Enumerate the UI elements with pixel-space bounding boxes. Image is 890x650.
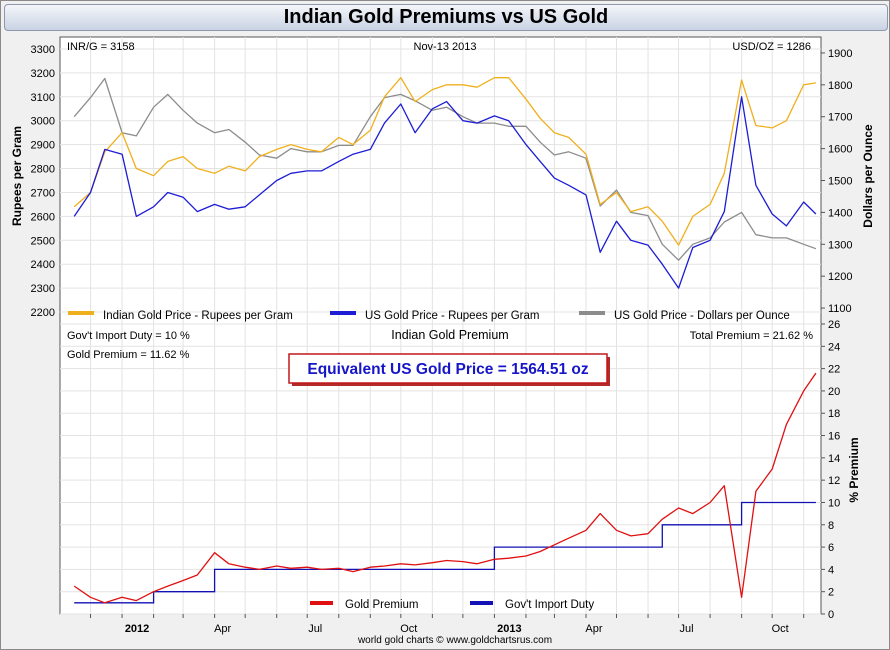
right-tick-label: 1900	[828, 48, 852, 60]
legend-swatch-indian	[68, 311, 94, 315]
legend-label-us-dollar: US Gold Price - Dollars per Ounce	[614, 310, 790, 322]
premium-tick-label: 6	[828, 542, 834, 554]
inr-readout: INR/G = 3158	[67, 41, 135, 53]
legend-label-premium: Gold Premium	[345, 599, 419, 611]
premium-tick-label: 26	[828, 319, 840, 331]
gold-premium-readout: Gold Premium = 11.62 %	[67, 349, 190, 361]
right-tick-label: 1800	[828, 80, 852, 92]
premium-lines	[73, 372, 817, 604]
series-line-us-rupee	[73, 96, 817, 289]
x-tick-label: Apr	[585, 623, 602, 635]
x-tick-label: Jul	[680, 623, 694, 635]
premium-tick-label: 14	[828, 453, 840, 465]
premium-tick-label: 16	[828, 431, 840, 443]
date-readout: Nov-13 2013	[414, 41, 477, 53]
left-tick-label: 2300	[31, 283, 55, 295]
page-title: Indian Gold Premiums vs US Gold	[4, 4, 888, 31]
series-line-gold-premium	[73, 372, 817, 604]
price-legend: Indian Gold Price - Rupees per Gram US G…	[68, 310, 790, 322]
series-line-indian	[73, 77, 817, 246]
x-tick-label: Apr	[214, 623, 231, 635]
premium-panel-title: Indian Gold Premium	[391, 328, 508, 342]
premium-tick-label: 2	[828, 587, 834, 599]
left-tick-label: 2500	[31, 235, 55, 247]
premium-tick-label: 18	[828, 408, 840, 420]
premium-axis-label: % Premium	[847, 437, 861, 502]
x-tick-label: Oct	[772, 623, 789, 635]
total-premium-readout: Total Premium = 21.62 %	[690, 330, 813, 342]
left-tick-label: 3100	[31, 92, 55, 104]
callout-text: Equivalent US Gold Price = 1564.51 oz	[307, 361, 589, 378]
callout-box	[288, 353, 608, 384]
left-axis-label: Rupees per Gram	[10, 126, 24, 226]
legend-swatch-us-rupee	[330, 311, 356, 315]
left-tick-label: 2800	[31, 164, 55, 176]
right-tick-label: 1100	[828, 303, 852, 315]
usd-readout: USD/OZ = 1286	[732, 41, 811, 53]
left-tick-label: 2600	[31, 211, 55, 223]
x-tick-label: Oct	[400, 623, 417, 635]
x-tick-label: Jul	[308, 623, 322, 635]
premium-tick-label: 20	[828, 386, 840, 398]
premium-tick-label: 4	[828, 564, 834, 576]
left-tick-label: 3300	[31, 44, 55, 56]
legend-label-duty: Gov't Import Duty	[505, 599, 594, 611]
axis-ticks: 2200230024002500260027002800290030003100…	[31, 44, 853, 635]
legend-label-us-rupee: US Gold Price - Rupees per Gram	[365, 310, 539, 322]
right-tick-label: 1600	[828, 144, 852, 156]
right-tick-label: 1700	[828, 112, 852, 124]
left-tick-label: 2900	[31, 140, 55, 152]
series-line-us-dollar	[73, 77, 817, 261]
right-tick-label: 1200	[828, 271, 852, 283]
price-plot-area	[59, 36, 822, 325]
left-tick-label: 3200	[31, 68, 55, 80]
legend-swatch-duty	[470, 601, 493, 605]
right-tick-label: 1500	[828, 176, 852, 188]
footer-credit: world gold charts © www.goldchartsrus.co…	[357, 635, 552, 646]
right-axis-label: Dollars per Ounce	[861, 124, 875, 228]
series-line-import-duty	[74, 501, 816, 604]
x-tick-label: 2012	[125, 623, 149, 635]
premium-grid	[60, 323, 821, 615]
legend-label-indian: Indian Gold Price - Rupees per Gram	[103, 310, 293, 322]
import-duty-readout: Gov't Import Duty = 10 %	[67, 330, 190, 342]
premium-tick-label: 8	[828, 520, 834, 532]
left-tick-label: 2700	[31, 187, 55, 199]
legend-swatch-premium	[310, 601, 333, 605]
right-tick-label: 1300	[828, 239, 852, 251]
legend-swatch-us-dollar	[579, 311, 605, 315]
left-tick-label: 3000	[31, 116, 55, 128]
premium-tick-label: 0	[828, 609, 834, 621]
equivalent-price-callout: Equivalent US Gold Price = 1564.51 oz	[288, 353, 610, 386]
right-tick-label: 1400	[828, 207, 852, 219]
premium-tick-label: 22	[828, 364, 840, 376]
left-tick-label: 2200	[31, 307, 55, 319]
premium-legend: Gold Premium Gov't Import Duty	[310, 599, 594, 611]
premium-tick-label: 24	[828, 341, 840, 353]
x-tick-label: 2013	[497, 623, 521, 635]
premium-tick-label: 10	[828, 497, 840, 509]
price-lines	[73, 77, 817, 289]
premium-tick-label: 12	[828, 475, 840, 487]
left-tick-label: 2400	[31, 259, 55, 271]
